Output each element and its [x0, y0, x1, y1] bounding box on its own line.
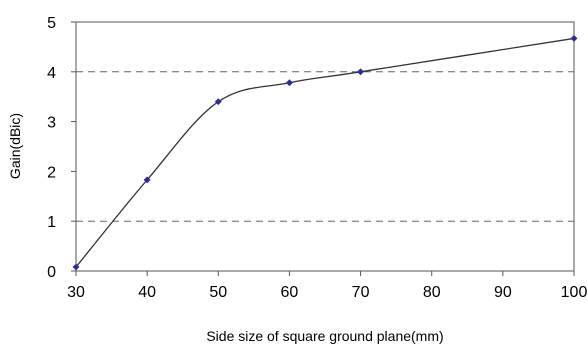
y-axis-label: Gain(dBic)	[7, 113, 23, 179]
x-tick-label: 50	[209, 284, 227, 301]
series-line-0	[75, 37, 575, 268]
y-tick-label: 0	[47, 264, 56, 281]
x-tick-label: 100	[561, 284, 588, 301]
x-tick-label: 80	[423, 284, 441, 301]
x-axis-label: Side size of square ground plane(mm)	[206, 328, 443, 344]
x-tick-label: 70	[352, 284, 370, 301]
data-point-50	[214, 98, 222, 106]
data-point-40	[143, 176, 151, 184]
x-tick-label: 40	[138, 284, 156, 301]
y-tick-label: 2	[47, 164, 56, 181]
y-tick-label: 1	[47, 214, 56, 231]
series-layer	[72, 34, 578, 271]
plot-area	[75, 21, 575, 272]
x-tick-label: 30	[67, 284, 85, 301]
axis-layer: 30 40 50 60 70 80 90 100 0 1 2 3 4 5	[47, 15, 587, 301]
x-tick-label: 60	[281, 284, 299, 301]
data-point-60	[285, 79, 293, 87]
y-tick-label: 5	[47, 15, 56, 32]
data-point-70	[357, 68, 365, 76]
data-point-100	[570, 34, 578, 42]
x-tick-label: 90	[494, 284, 512, 301]
data-point-30	[72, 263, 80, 271]
y-tick-label: 3	[47, 115, 56, 132]
y-tick-label: 4	[47, 65, 56, 82]
